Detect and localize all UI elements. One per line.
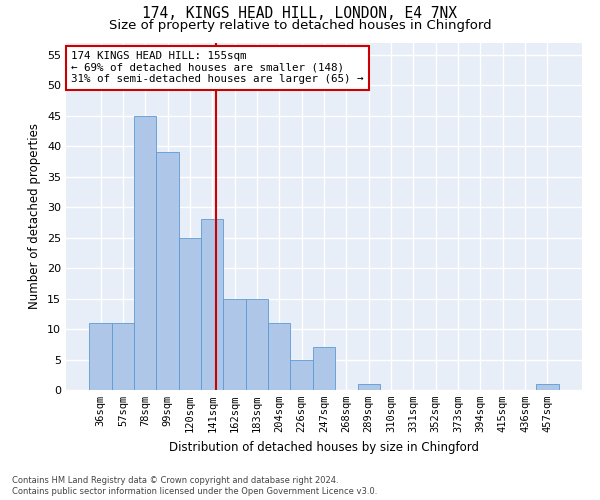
Bar — [290, 360, 313, 390]
Bar — [134, 116, 157, 390]
Bar — [223, 298, 246, 390]
Bar — [358, 384, 380, 390]
Bar — [89, 323, 112, 390]
Y-axis label: Number of detached properties: Number of detached properties — [28, 123, 41, 309]
Text: 174 KINGS HEAD HILL: 155sqm
← 69% of detached houses are smaller (148)
31% of se: 174 KINGS HEAD HILL: 155sqm ← 69% of det… — [71, 51, 364, 84]
Text: Contains public sector information licensed under the Open Government Licence v3: Contains public sector information licen… — [12, 488, 377, 496]
X-axis label: Distribution of detached houses by size in Chingford: Distribution of detached houses by size … — [169, 440, 479, 454]
Bar — [536, 384, 559, 390]
Bar — [268, 323, 290, 390]
Text: 174, KINGS HEAD HILL, LONDON, E4 7NX: 174, KINGS HEAD HILL, LONDON, E4 7NX — [143, 6, 458, 21]
Bar — [246, 298, 268, 390]
Bar — [313, 348, 335, 390]
Bar — [157, 152, 179, 390]
Bar — [179, 238, 201, 390]
Bar — [112, 323, 134, 390]
Text: Size of property relative to detached houses in Chingford: Size of property relative to detached ho… — [109, 19, 491, 32]
Bar — [201, 220, 223, 390]
Text: Contains HM Land Registry data © Crown copyright and database right 2024.: Contains HM Land Registry data © Crown c… — [12, 476, 338, 485]
